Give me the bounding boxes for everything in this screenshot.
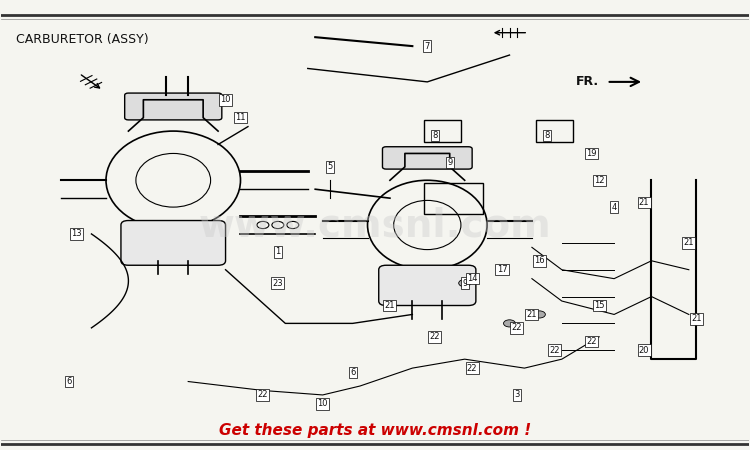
FancyBboxPatch shape (379, 265, 476, 306)
Text: 21: 21 (526, 310, 537, 319)
Text: 21: 21 (691, 315, 701, 324)
Text: 16: 16 (534, 256, 544, 266)
Text: 6: 6 (66, 377, 71, 386)
Circle shape (533, 311, 545, 318)
FancyBboxPatch shape (121, 220, 226, 265)
Text: 20: 20 (639, 346, 650, 355)
Text: 10: 10 (220, 95, 231, 104)
Text: 22: 22 (549, 346, 560, 355)
FancyBboxPatch shape (382, 147, 472, 169)
Text: 1: 1 (275, 248, 280, 256)
Text: 7: 7 (424, 41, 430, 50)
Text: 23: 23 (272, 279, 284, 288)
Text: 19: 19 (586, 149, 597, 158)
Text: 21: 21 (385, 301, 395, 310)
Text: 8: 8 (432, 131, 437, 140)
Text: 22: 22 (467, 364, 478, 373)
Text: Get these parts at www.cmsnl.com !: Get these parts at www.cmsnl.com ! (219, 423, 531, 438)
Text: 9: 9 (447, 158, 452, 167)
Circle shape (503, 320, 515, 327)
Text: 21: 21 (639, 198, 650, 207)
Text: 13: 13 (70, 230, 82, 238)
Text: 14: 14 (467, 274, 478, 283)
Text: 22: 22 (258, 391, 268, 400)
Text: 5: 5 (328, 162, 333, 171)
Circle shape (459, 279, 471, 287)
Text: 17: 17 (496, 265, 507, 274)
Text: 10: 10 (317, 400, 328, 409)
Text: 22: 22 (586, 337, 597, 346)
Text: 6: 6 (350, 368, 355, 377)
Text: 3: 3 (514, 391, 520, 400)
Text: 15: 15 (594, 301, 604, 310)
Text: 11: 11 (236, 113, 246, 122)
Text: 4: 4 (611, 202, 616, 211)
Text: 22: 22 (430, 332, 440, 341)
Text: www.cmsnl.com: www.cmsnl.com (199, 206, 551, 244)
Text: 21: 21 (683, 238, 694, 248)
Text: 12: 12 (594, 176, 604, 185)
Text: 9: 9 (462, 279, 467, 288)
Text: 8: 8 (544, 131, 550, 140)
Text: 22: 22 (512, 324, 522, 333)
Text: CARBURETOR (ASSY): CARBURETOR (ASSY) (16, 33, 149, 46)
Text: FR.: FR. (576, 76, 599, 88)
FancyBboxPatch shape (124, 93, 222, 120)
